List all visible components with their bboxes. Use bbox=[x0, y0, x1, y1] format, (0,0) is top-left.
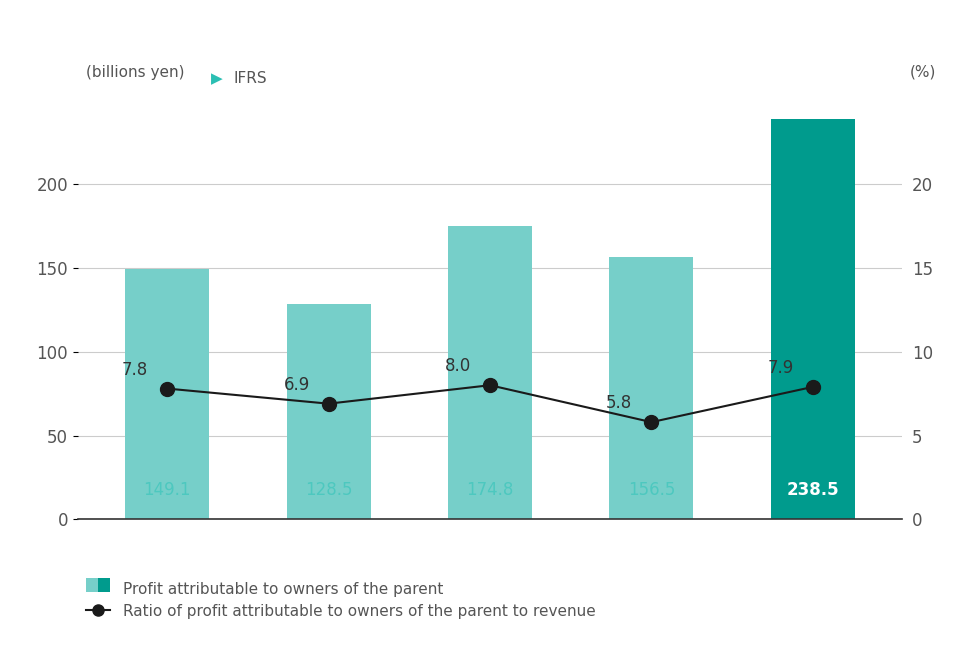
Text: 174.8: 174.8 bbox=[466, 482, 514, 500]
Text: 128.5: 128.5 bbox=[305, 482, 353, 500]
Text: 8.0: 8.0 bbox=[445, 357, 471, 375]
Text: 6.9: 6.9 bbox=[283, 376, 310, 394]
Bar bbox=[125, 269, 209, 519]
Text: ▶: ▶ bbox=[211, 71, 222, 86]
Text: (%): (%) bbox=[909, 65, 936, 80]
Text: 149.1: 149.1 bbox=[143, 482, 191, 500]
Text: 7.8: 7.8 bbox=[122, 360, 148, 378]
Bar bbox=[771, 119, 855, 519]
Bar bbox=[286, 304, 370, 519]
Bar bbox=[610, 257, 694, 519]
Text: 5.8: 5.8 bbox=[607, 394, 632, 412]
Text: (billions yen): (billions yen) bbox=[86, 65, 185, 80]
Text: IFRS: IFRS bbox=[233, 71, 267, 86]
Text: 7.9: 7.9 bbox=[767, 359, 794, 377]
Legend: Profit attributable to owners of the parent, Ratio of profit attributable to own: Profit attributable to owners of the par… bbox=[86, 581, 596, 619]
Text: 156.5: 156.5 bbox=[628, 482, 675, 500]
Text: 238.5: 238.5 bbox=[787, 482, 839, 500]
Bar bbox=[448, 226, 532, 519]
